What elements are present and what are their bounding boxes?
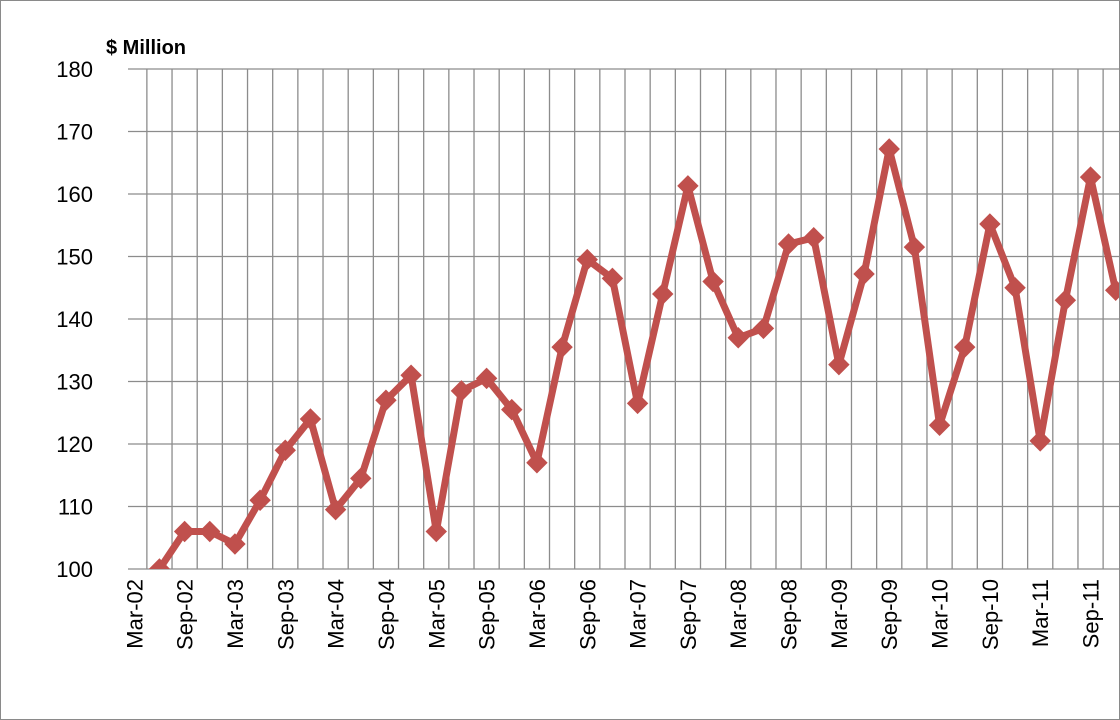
- data-point-marker: [425, 520, 447, 543]
- data-point-marker: [199, 520, 221, 543]
- data-point-marker: [702, 270, 724, 293]
- data-point-marker: [1079, 166, 1102, 188]
- data-point-marker: [375, 389, 397, 411]
- x-tick-label: Sep-04: [374, 579, 399, 650]
- data-point-marker: [878, 138, 900, 160]
- x-tick-label: Sep-05: [475, 579, 500, 650]
- data-point-marker: [803, 227, 825, 249]
- data-point-marker: [853, 263, 875, 285]
- x-tick-label: Mar-11: [1028, 579, 1053, 647]
- x-tick-label: Sep-10: [978, 579, 1003, 650]
- x-tick-label: Mar-03: [223, 579, 248, 649]
- data-point-marker: [601, 267, 624, 290]
- data-point-marker: [526, 452, 548, 474]
- data-point-marker: [148, 558, 171, 569]
- y-tick-label: 170: [56, 120, 93, 145]
- data-point-marker: [954, 336, 976, 358]
- data-point-marker: [652, 283, 674, 305]
- x-tick-label: Sep-03: [273, 579, 298, 650]
- y-tick-label: 120: [56, 432, 93, 457]
- x-tick-label: Mar-05: [424, 579, 449, 649]
- y-tick-label: 140: [56, 307, 93, 332]
- data-point-marker: [299, 408, 322, 430]
- data-point-marker: [1054, 289, 1077, 311]
- data-point-marker: [777, 233, 800, 255]
- data-point-marker: [576, 248, 598, 271]
- unit-label: $ Million: [106, 37, 186, 59]
- data-point-marker: [1004, 277, 1026, 299]
- data-point-marker: [249, 489, 271, 511]
- series-line: [155, 145, 1119, 569]
- data-point-marker: [903, 236, 926, 258]
- x-tick-label: Sep-02: [173, 579, 198, 650]
- x-tick-label: Mar-02: [122, 579, 147, 649]
- y-tick-label: 100: [56, 557, 93, 582]
- data-point-marker: [752, 317, 775, 340]
- x-tick-label: Mar-04: [324, 579, 349, 649]
- data-point-marker: [551, 336, 573, 358]
- data-point-marker: [677, 175, 699, 197]
- x-tick-label: Mar-09: [827, 579, 852, 649]
- data-point-marker: [928, 414, 951, 436]
- x-tick-label: Sep-09: [877, 579, 902, 650]
- x-tick-label: Mar-08: [726, 579, 751, 649]
- data-point-marker: [979, 213, 1001, 235]
- y-tick-label: 180: [56, 57, 93, 82]
- data-point-marker: [475, 367, 498, 390]
- data-point-marker: [1105, 279, 1119, 301]
- data-point-marker: [350, 467, 372, 490]
- data-point-marker: [324, 498, 347, 521]
- x-tick-label: Mar-07: [626, 579, 651, 649]
- x-tick-label: Mar-10: [928, 579, 953, 649]
- y-tick-label: 160: [56, 182, 93, 207]
- data-point-marker: [727, 327, 749, 349]
- x-tick-label: Sep-11: [1079, 579, 1104, 648]
- data-point-marker: [274, 439, 296, 461]
- y-tick-label: 110: [58, 495, 93, 520]
- data-point-marker: [1029, 430, 1051, 452]
- data-point-marker: [173, 520, 196, 543]
- data-point-marker: [626, 392, 649, 415]
- x-tick-label: Mar-06: [525, 579, 550, 649]
- data-point-marker: [828, 353, 850, 376]
- x-tick-label: Sep-07: [676, 579, 701, 650]
- data-point-marker: [224, 533, 246, 555]
- data-point-marker: [400, 364, 422, 386]
- x-tick-label: Sep-08: [777, 579, 802, 650]
- x-tick-label: Sep-06: [575, 579, 600, 650]
- data-point-marker: [501, 398, 523, 421]
- data-point-marker: [450, 380, 473, 402]
- y-tick-label: 130: [56, 370, 93, 395]
- y-tick-label: 150: [56, 245, 93, 270]
